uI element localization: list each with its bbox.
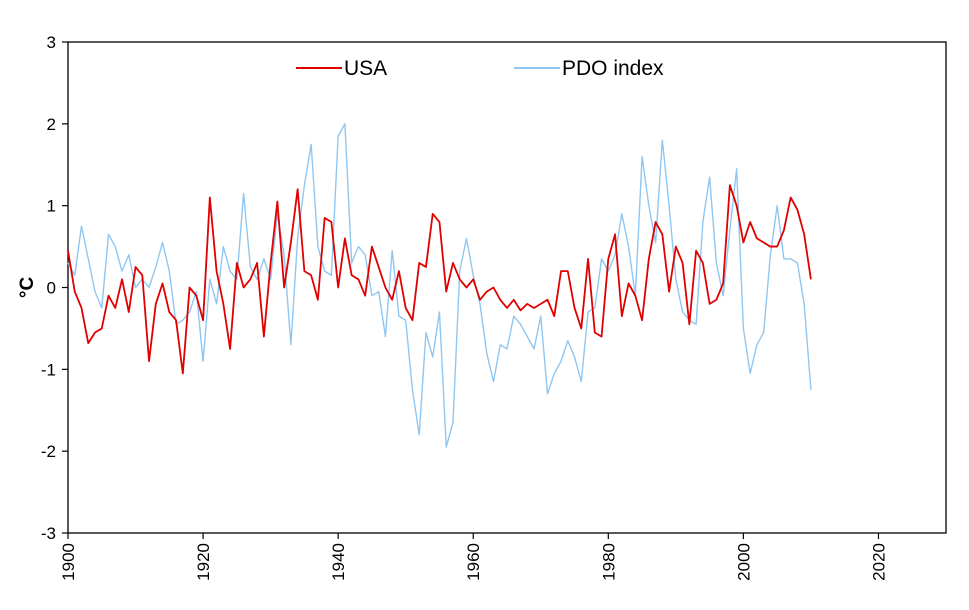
x-tick-label: 2020 (869, 543, 888, 581)
x-tick-label: 1960 (464, 543, 483, 581)
legend: USA PDO index (296, 57, 664, 80)
series-lines (67, 123, 812, 448)
y-axis: -3 -2 -1 0 1 2 3 (41, 33, 68, 543)
y-tick-label: 1 (47, 197, 56, 216)
x-tick-label: 1940 (329, 543, 348, 581)
y-axis-title: °C (17, 277, 38, 299)
y-tick-label: -2 (41, 442, 56, 461)
x-axis: 1900 1920 1940 1960 1980 2000 2020 (59, 533, 888, 581)
y-tick-label: -1 (41, 360, 56, 379)
y-tick-label: 0 (47, 279, 56, 298)
x-tick-label: 2000 (734, 543, 753, 581)
series-line-usa (67, 184, 812, 375)
legend-label: USA (344, 57, 387, 80)
x-tick-label: 1900 (59, 543, 78, 581)
plot-area (67, 41, 947, 534)
x-tick-label: 1980 (599, 543, 618, 581)
legend-label: PDO index (562, 57, 664, 80)
y-tick-label: -3 (41, 524, 56, 543)
y-tick-label: 3 (47, 33, 56, 52)
series-line-pdo-index (67, 123, 812, 448)
y-tick-label: 2 (47, 115, 56, 134)
x-tick-label: 1920 (194, 543, 213, 581)
